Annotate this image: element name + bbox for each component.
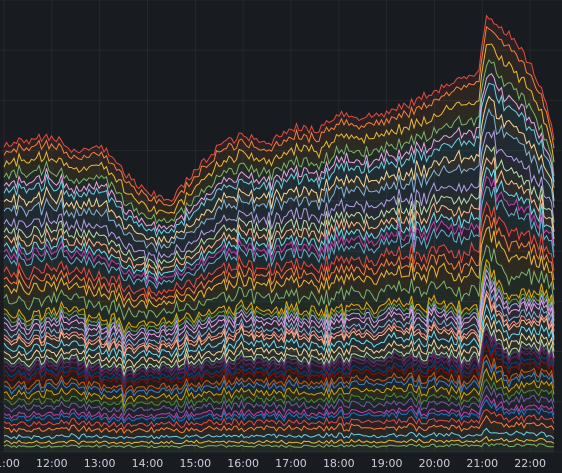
series-line xyxy=(3,258,555,335)
series-area xyxy=(4,15,554,206)
series-line xyxy=(3,359,555,402)
series-line xyxy=(3,408,555,431)
x-tick: 12:00 xyxy=(36,457,68,470)
series-line xyxy=(3,244,555,321)
series-line xyxy=(3,367,555,409)
series-line xyxy=(3,107,555,254)
series-line xyxy=(3,394,555,422)
series-line xyxy=(3,225,555,310)
series-area xyxy=(4,202,554,302)
series-area xyxy=(4,26,554,214)
series-area xyxy=(4,245,554,333)
series-line xyxy=(3,185,555,290)
x-tick-label: 21:00 xyxy=(466,457,498,470)
series-line xyxy=(3,435,555,445)
series-line xyxy=(3,303,555,364)
series-line xyxy=(3,14,555,202)
series-area xyxy=(4,436,554,448)
series-lines xyxy=(3,14,555,449)
x-tick: 13:00 xyxy=(84,457,116,470)
series-area xyxy=(4,226,554,320)
series-area xyxy=(4,305,554,369)
x-tick-label: 11:00 xyxy=(0,457,20,470)
series-line xyxy=(3,25,555,207)
series-line xyxy=(3,214,555,304)
series-line xyxy=(3,289,555,357)
x-tick: 15:00 xyxy=(179,457,211,470)
series-line xyxy=(3,268,555,341)
series-line xyxy=(3,343,555,392)
series-line xyxy=(3,414,555,435)
series-line xyxy=(3,157,555,278)
series-line xyxy=(3,384,555,417)
series-line xyxy=(3,166,555,282)
x-tick: 17:00 xyxy=(275,457,307,470)
x-tick-label: 15:00 xyxy=(179,457,211,470)
series-line xyxy=(3,129,555,266)
x-tick-label: 18:00 xyxy=(323,457,355,470)
series-line xyxy=(3,378,555,414)
series-line xyxy=(3,314,555,371)
x-tick: 14:00 xyxy=(132,457,164,470)
x-tick: 19:00 xyxy=(371,457,403,470)
series-line xyxy=(3,73,555,233)
series-line xyxy=(3,322,555,377)
series-area xyxy=(4,344,554,398)
series-area xyxy=(4,443,554,452)
series-line xyxy=(3,427,555,440)
x-tick-label: 20:00 xyxy=(419,457,451,470)
series-area xyxy=(4,428,554,445)
x-tick-label: 19:00 xyxy=(371,457,403,470)
x-tick: 22:00 xyxy=(514,457,546,470)
x-tick: 20:00 xyxy=(419,457,451,470)
x-tick: 11:00 xyxy=(0,457,20,470)
series-line xyxy=(3,82,555,239)
series-area xyxy=(4,355,554,402)
series-area xyxy=(4,333,554,388)
series-area xyxy=(4,340,554,392)
series-line xyxy=(3,95,555,247)
series-line xyxy=(3,327,555,381)
series-line xyxy=(3,332,555,385)
series-area xyxy=(4,328,554,383)
series-line xyxy=(3,398,555,424)
series-line xyxy=(3,59,555,225)
series-line xyxy=(3,263,555,339)
x-tick-label: 14:00 xyxy=(132,457,164,470)
series-area xyxy=(4,386,554,421)
series-line xyxy=(3,354,555,398)
series-area xyxy=(4,215,554,308)
series-line xyxy=(3,339,555,390)
series-area xyxy=(4,315,554,375)
series-line xyxy=(3,43,555,216)
x-axis: 11:00 12:00 13:00 14:00 15:00 16:00 17:00 18:00… xyxy=(0,457,546,470)
series-line xyxy=(3,175,555,287)
x-tick-label: 22:00 xyxy=(514,457,546,470)
series-area xyxy=(4,395,554,423)
x-tick-label: 13:00 xyxy=(84,457,116,470)
x-tick: 18:00 xyxy=(323,457,355,470)
series-area xyxy=(4,369,554,412)
series-line xyxy=(3,292,555,359)
series-line xyxy=(3,274,555,346)
series-line xyxy=(3,442,554,449)
x-tick-label: 17:00 xyxy=(275,457,307,470)
x-tick: 16:00 xyxy=(227,457,259,470)
x-tick-label: 12:00 xyxy=(36,457,68,470)
series-area xyxy=(4,360,554,407)
series-area xyxy=(4,186,554,297)
x-tick: 21:00 xyxy=(466,457,498,470)
series-line xyxy=(3,144,555,270)
x-tick-label: 16:00 xyxy=(227,457,259,470)
series-area xyxy=(4,44,554,224)
series-line xyxy=(3,201,555,299)
series-line xyxy=(3,281,555,351)
series-area xyxy=(4,109,554,264)
